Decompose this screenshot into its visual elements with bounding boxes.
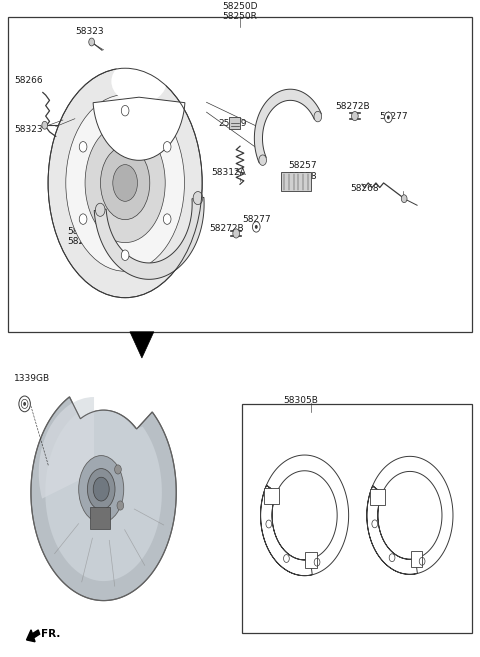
Text: 58277: 58277 xyxy=(379,112,408,121)
Text: 58266: 58266 xyxy=(14,76,43,85)
Circle shape xyxy=(121,105,129,116)
Polygon shape xyxy=(367,457,453,574)
Text: 58305B: 58305B xyxy=(283,396,318,405)
Circle shape xyxy=(401,194,407,202)
Wedge shape xyxy=(39,397,94,499)
Polygon shape xyxy=(261,455,348,576)
Circle shape xyxy=(252,221,260,232)
Circle shape xyxy=(121,250,129,260)
Circle shape xyxy=(117,501,124,510)
Circle shape xyxy=(259,155,266,166)
Ellipse shape xyxy=(93,477,109,501)
Text: 58277: 58277 xyxy=(242,215,271,224)
Ellipse shape xyxy=(100,147,150,219)
Ellipse shape xyxy=(113,165,137,201)
Text: 58312A: 58312A xyxy=(211,168,246,177)
Circle shape xyxy=(23,402,26,406)
Text: 58272B: 58272B xyxy=(336,102,371,111)
Circle shape xyxy=(21,399,28,409)
FancyBboxPatch shape xyxy=(370,489,384,505)
Text: 58257
58258: 58257 58258 xyxy=(288,162,316,181)
Circle shape xyxy=(163,141,171,152)
FancyBboxPatch shape xyxy=(305,552,317,568)
Polygon shape xyxy=(94,197,204,279)
Text: FR.: FR. xyxy=(41,629,61,639)
Ellipse shape xyxy=(85,124,165,242)
Text: 25649: 25649 xyxy=(218,119,247,127)
Circle shape xyxy=(387,116,390,120)
FancyBboxPatch shape xyxy=(229,118,240,129)
Circle shape xyxy=(193,192,203,204)
Circle shape xyxy=(233,229,240,238)
Text: 58251L
58251R: 58251L 58251R xyxy=(68,227,103,246)
Circle shape xyxy=(42,122,48,129)
Circle shape xyxy=(384,112,392,123)
FancyBboxPatch shape xyxy=(281,172,311,191)
Text: 58323: 58323 xyxy=(14,125,43,134)
Bar xyxy=(242,404,472,633)
Circle shape xyxy=(163,214,171,224)
FancyArrow shape xyxy=(26,630,40,642)
Circle shape xyxy=(79,141,87,152)
Wedge shape xyxy=(93,97,185,160)
Text: 58250D
58250R: 58250D 58250R xyxy=(222,2,258,22)
Text: 58272B: 58272B xyxy=(209,223,243,233)
FancyBboxPatch shape xyxy=(410,551,422,567)
Ellipse shape xyxy=(111,59,167,104)
Circle shape xyxy=(115,465,121,474)
Ellipse shape xyxy=(48,68,202,298)
Ellipse shape xyxy=(79,455,124,523)
Polygon shape xyxy=(45,410,162,581)
Circle shape xyxy=(255,225,258,229)
Polygon shape xyxy=(254,89,321,163)
Bar xyxy=(8,17,472,332)
Polygon shape xyxy=(130,332,154,358)
Text: 1339GB: 1339GB xyxy=(14,374,50,384)
Polygon shape xyxy=(31,397,176,600)
Circle shape xyxy=(89,38,95,46)
Circle shape xyxy=(96,203,105,216)
FancyBboxPatch shape xyxy=(90,507,110,529)
Ellipse shape xyxy=(66,95,184,271)
Circle shape xyxy=(79,214,87,224)
Circle shape xyxy=(314,111,322,122)
Circle shape xyxy=(351,112,358,121)
Ellipse shape xyxy=(87,468,115,510)
Circle shape xyxy=(19,396,30,412)
Text: 58323: 58323 xyxy=(75,27,104,36)
Text: 58268: 58268 xyxy=(350,184,379,193)
FancyBboxPatch shape xyxy=(264,488,278,504)
